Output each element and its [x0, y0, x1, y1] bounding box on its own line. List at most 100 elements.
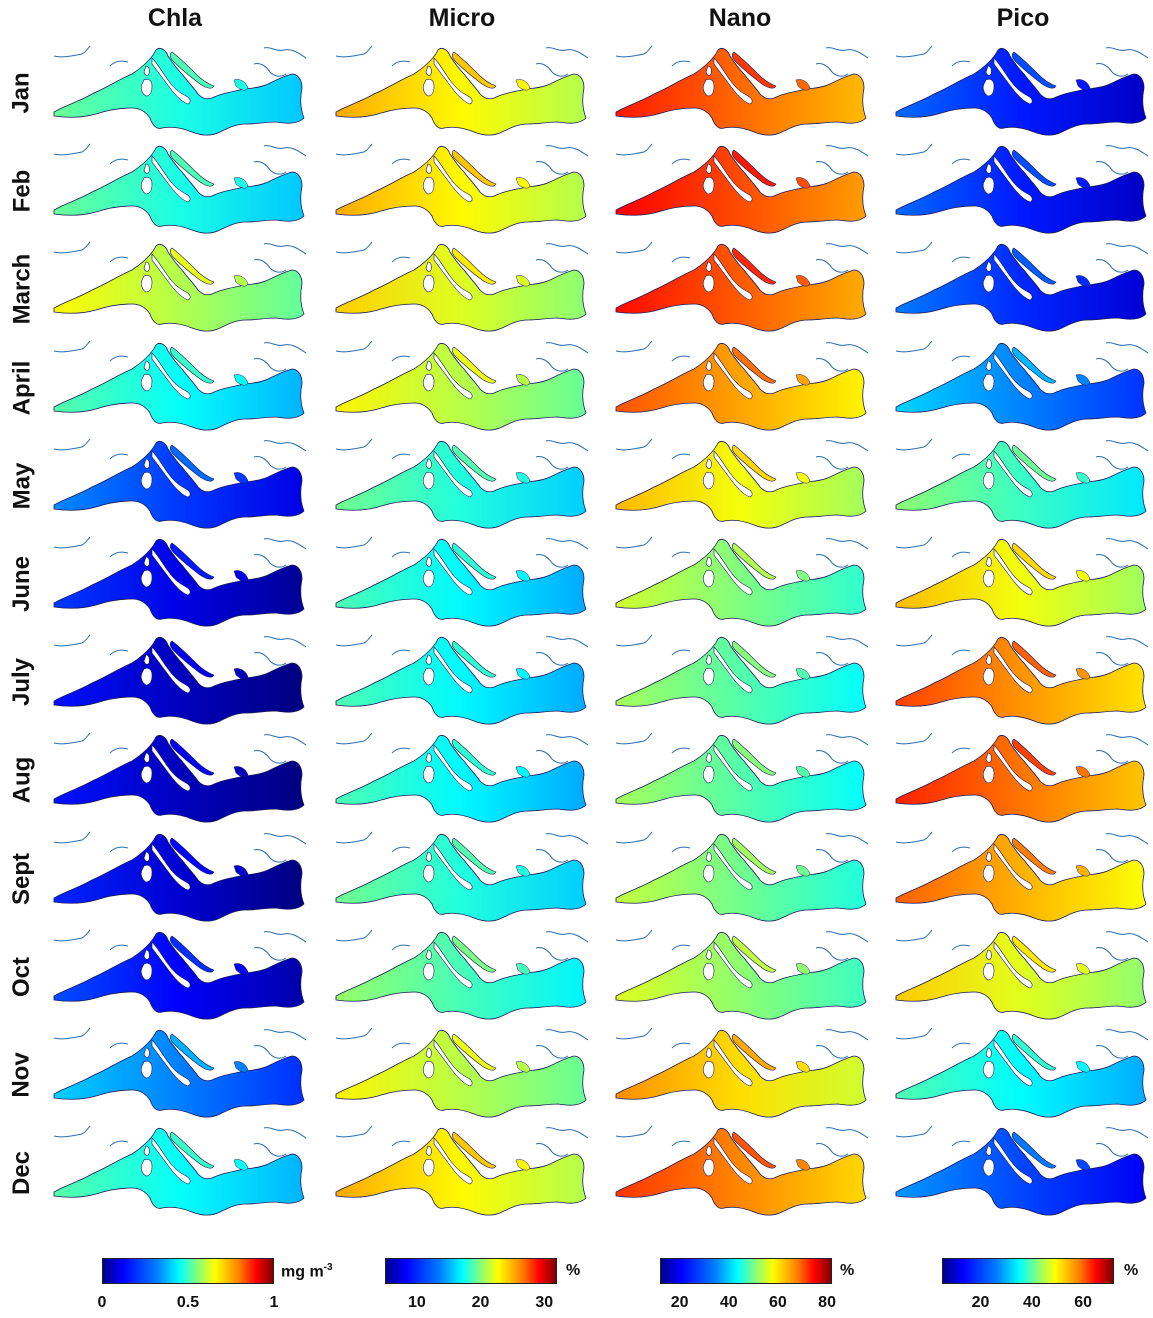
land-island — [151, 351, 191, 399]
coastline — [825, 636, 869, 648]
land-island — [982, 668, 995, 686]
aegean-sea — [515, 668, 531, 680]
adriatic-sea — [451, 935, 497, 973]
aegean-sea — [1075, 373, 1091, 386]
coastline — [951, 60, 971, 67]
coastline — [615, 1027, 653, 1040]
map-nano-aug — [610, 731, 872, 829]
coastline — [109, 748, 129, 754]
coastline — [1105, 145, 1149, 157]
coastline — [535, 554, 569, 568]
row-label-text: Feb — [8, 169, 36, 213]
coastline — [951, 748, 971, 754]
map-svg — [335, 1125, 589, 1216]
aegean-sea — [1075, 963, 1091, 975]
map-svg — [895, 1027, 1149, 1118]
coastline — [391, 846, 411, 852]
land-island — [433, 1137, 473, 1185]
land-island — [433, 548, 473, 596]
coastline — [615, 536, 653, 549]
coastline — [109, 846, 129, 852]
map-svg — [53, 242, 307, 332]
aegean-sea — [795, 963, 811, 975]
land-island — [982, 1159, 995, 1177]
land-island — [985, 1047, 992, 1058]
map-chla-march — [48, 240, 310, 338]
map-nano-sept — [610, 830, 872, 928]
land-island — [422, 668, 435, 686]
coastline — [615, 143, 653, 156]
coastline — [545, 734, 589, 746]
land-island — [425, 65, 432, 76]
row-label-text: Oct — [8, 956, 36, 997]
land-island — [140, 1060, 153, 1079]
land-island — [143, 654, 150, 665]
aegean-sea — [233, 1061, 249, 1073]
aegean-sea — [515, 1159, 531, 1171]
coastline — [391, 649, 411, 656]
coastline — [815, 652, 849, 666]
land-island — [993, 548, 1033, 596]
coastline — [545, 145, 589, 157]
land-island — [713, 646, 753, 694]
coastline — [1105, 734, 1149, 746]
coastline — [335, 438, 373, 451]
adriatic-sea — [731, 248, 777, 285]
land-island — [993, 941, 1033, 989]
land-island — [702, 471, 715, 490]
coastline — [263, 243, 307, 255]
adriatic-sea — [169, 837, 215, 875]
aegean-sea — [1075, 766, 1091, 778]
land-island — [982, 275, 995, 293]
aegean-sea — [1075, 79, 1091, 91]
coastline — [671, 453, 691, 460]
coastline — [671, 1140, 691, 1147]
adriatic-sea — [1011, 248, 1057, 285]
land-island — [422, 275, 435, 293]
land-island — [143, 65, 150, 76]
land-island — [151, 941, 191, 989]
map-chla-sept — [48, 830, 310, 928]
aegean-sea — [233, 570, 249, 582]
land-island — [993, 253, 1033, 301]
coastline — [615, 1125, 653, 1138]
coastline — [825, 145, 869, 157]
row-label-jan: Jan — [2, 44, 42, 142]
aegean-sea — [233, 79, 249, 91]
coastline — [335, 929, 373, 942]
land-island — [705, 163, 712, 174]
aegean-sea — [233, 472, 249, 484]
land-island — [982, 1060, 995, 1079]
map-svg — [335, 242, 589, 332]
land-island — [985, 753, 992, 763]
coastline — [1095, 357, 1129, 372]
land-island — [422, 373, 435, 391]
coastline — [1105, 341, 1149, 354]
map-svg — [895, 242, 1149, 332]
coastline — [951, 158, 971, 165]
coastline — [535, 259, 569, 274]
coastline — [335, 1125, 373, 1138]
land-island — [993, 1137, 1033, 1185]
coastline — [895, 438, 933, 451]
adriatic-sea — [1011, 837, 1057, 875]
coastline — [535, 750, 569, 765]
adriatic-sea — [169, 542, 215, 580]
coastline — [1105, 636, 1149, 648]
land-island — [705, 556, 712, 567]
coastline — [825, 930, 869, 943]
coastline — [263, 636, 307, 648]
adriatic-sea — [1011, 640, 1057, 678]
colorbar-tick-label: 40 — [1022, 1294, 1041, 1311]
land-island — [705, 360, 712, 371]
column-title-chla: Chla — [147, 4, 203, 32]
land-island — [425, 1145, 432, 1156]
coastline — [895, 831, 933, 843]
land-island — [140, 373, 153, 391]
aegean-sea — [1075, 472, 1091, 484]
coastline — [815, 1045, 849, 1059]
map-svg — [895, 536, 1149, 627]
coastline — [53, 242, 91, 254]
aegean-sea — [795, 177, 811, 189]
coastline — [825, 47, 869, 59]
